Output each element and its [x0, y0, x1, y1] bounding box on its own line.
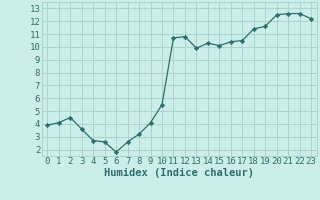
X-axis label: Humidex (Indice chaleur): Humidex (Indice chaleur)	[104, 168, 254, 178]
